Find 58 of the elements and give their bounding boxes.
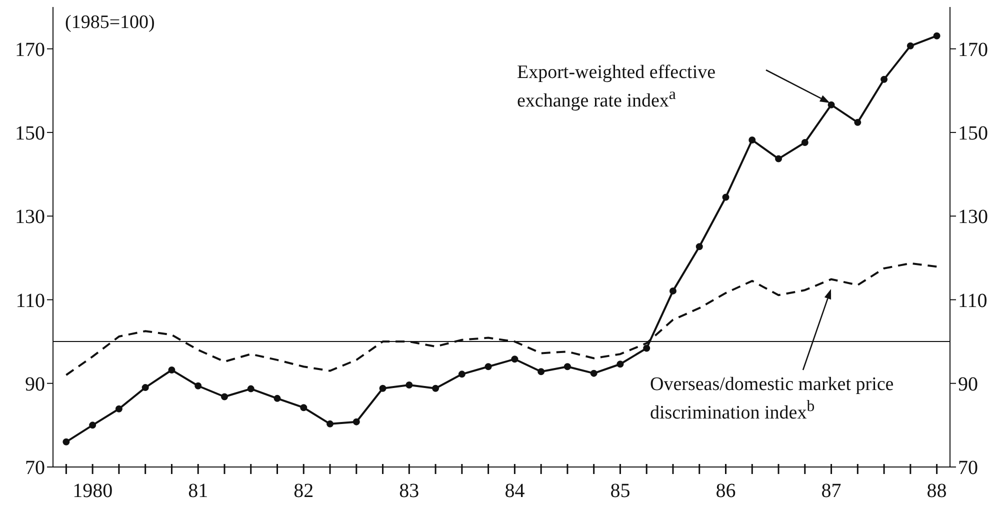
annotation: Export-weighted effective exchange rate index$^{a}$ xyxy=(517,62,717,112)
point xyxy=(379,384,386,392)
point xyxy=(775,155,782,162)
x-tick-label: 87 xyxy=(821,480,842,502)
point xyxy=(484,363,492,370)
point xyxy=(406,382,413,389)
point xyxy=(801,138,808,146)
point xyxy=(247,385,254,392)
point xyxy=(274,394,281,402)
y2-tick-label: 110 xyxy=(958,290,988,312)
point xyxy=(300,404,308,412)
point xyxy=(89,422,96,429)
y-tick-label: 150 xyxy=(15,122,45,145)
point xyxy=(722,194,730,201)
y-tick-label: 170 xyxy=(15,38,45,61)
point xyxy=(933,32,940,40)
y2-tick-label: 130 xyxy=(958,206,988,228)
point xyxy=(115,405,122,412)
x-tick-label: 81 xyxy=(188,480,208,502)
annotation: Overseas/domestic market price discrimination index$^{b}$ xyxy=(650,374,895,424)
point xyxy=(458,370,466,378)
point xyxy=(643,344,650,352)
x-tick-label: 85 xyxy=(610,480,630,502)
point xyxy=(511,356,518,363)
y-tick-label: 110 xyxy=(16,290,45,312)
point xyxy=(854,118,862,126)
annotation: (1985=100) xyxy=(65,12,156,34)
y2-tick-label: 170 xyxy=(958,38,988,61)
point xyxy=(616,360,624,368)
x-tick-label: 83 xyxy=(399,480,420,502)
point xyxy=(696,243,703,250)
x-tick-label: 82 xyxy=(294,480,314,502)
x-tick-label: 84 xyxy=(504,480,525,502)
x-tick-label: 88 xyxy=(926,480,947,502)
point xyxy=(194,382,202,390)
point xyxy=(220,393,228,400)
point xyxy=(748,136,756,144)
point xyxy=(168,366,176,374)
point xyxy=(352,418,360,426)
point xyxy=(326,420,334,428)
y2-tick-label: 70 xyxy=(958,457,978,480)
x-tick-label: 1980 xyxy=(72,480,113,502)
point xyxy=(880,76,888,83)
point xyxy=(432,384,440,392)
point xyxy=(906,42,914,50)
point xyxy=(828,101,835,108)
x-tick-label: 86 xyxy=(716,480,736,502)
y2-tick-label: 90 xyxy=(958,373,978,396)
point xyxy=(564,363,571,370)
point xyxy=(590,370,598,377)
y-tick-label: 130 xyxy=(15,206,45,228)
point xyxy=(62,438,70,446)
y-tick-label: 90 xyxy=(25,373,45,396)
y-tick-label: 70 xyxy=(25,457,45,480)
y2-tick-label: 150 xyxy=(958,122,988,145)
point xyxy=(669,287,676,294)
point xyxy=(538,368,545,376)
point xyxy=(142,384,149,392)
